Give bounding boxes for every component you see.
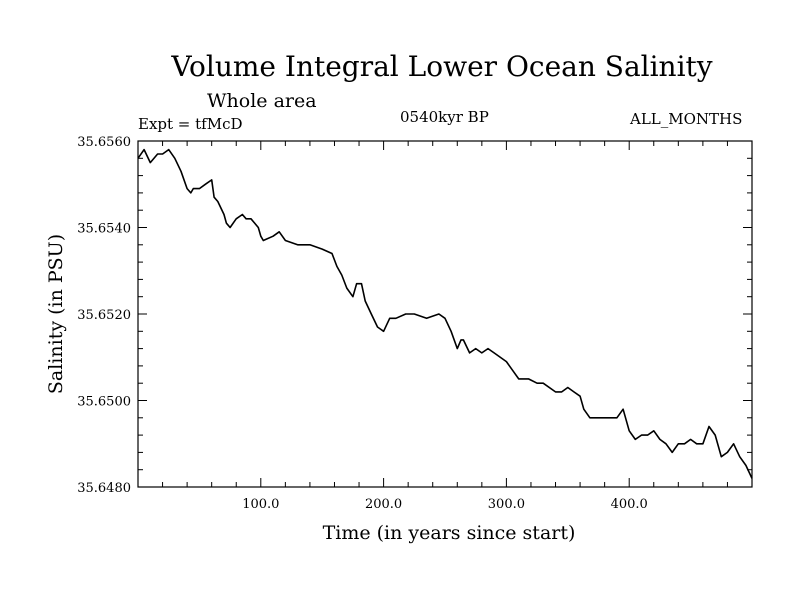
salinity-series-line [137, 148, 753, 479]
plot-frame [137, 140, 753, 488]
y-tick-label: 35.6560 [77, 135, 131, 150]
chart-title: Volume Integral Lower Ocean Salinity [171, 50, 713, 83]
x-tick-label: 300.0 [488, 497, 525, 512]
x-tick-label: 400.0 [611, 497, 648, 512]
x-axis-label: Time (in years since start) [323, 522, 576, 544]
y-tick-label: 35.6520 [77, 308, 131, 323]
y-tick-label: 35.6480 [77, 481, 131, 496]
experiment-label: Expt = tfMcD [138, 115, 243, 133]
y-axis-label: Salinity (in PSU) [45, 234, 67, 394]
y-tick-label: 35.6500 [77, 395, 131, 410]
x-tick-label: 200.0 [365, 497, 402, 512]
period-label: 0540kyr BP [400, 108, 489, 126]
x-tick-label: 100.0 [242, 497, 279, 512]
chart-subtitle: Whole area [207, 90, 317, 112]
y-tick-label: 35.6540 [77, 222, 131, 237]
months-label: ALL_MONTHS [630, 110, 743, 128]
